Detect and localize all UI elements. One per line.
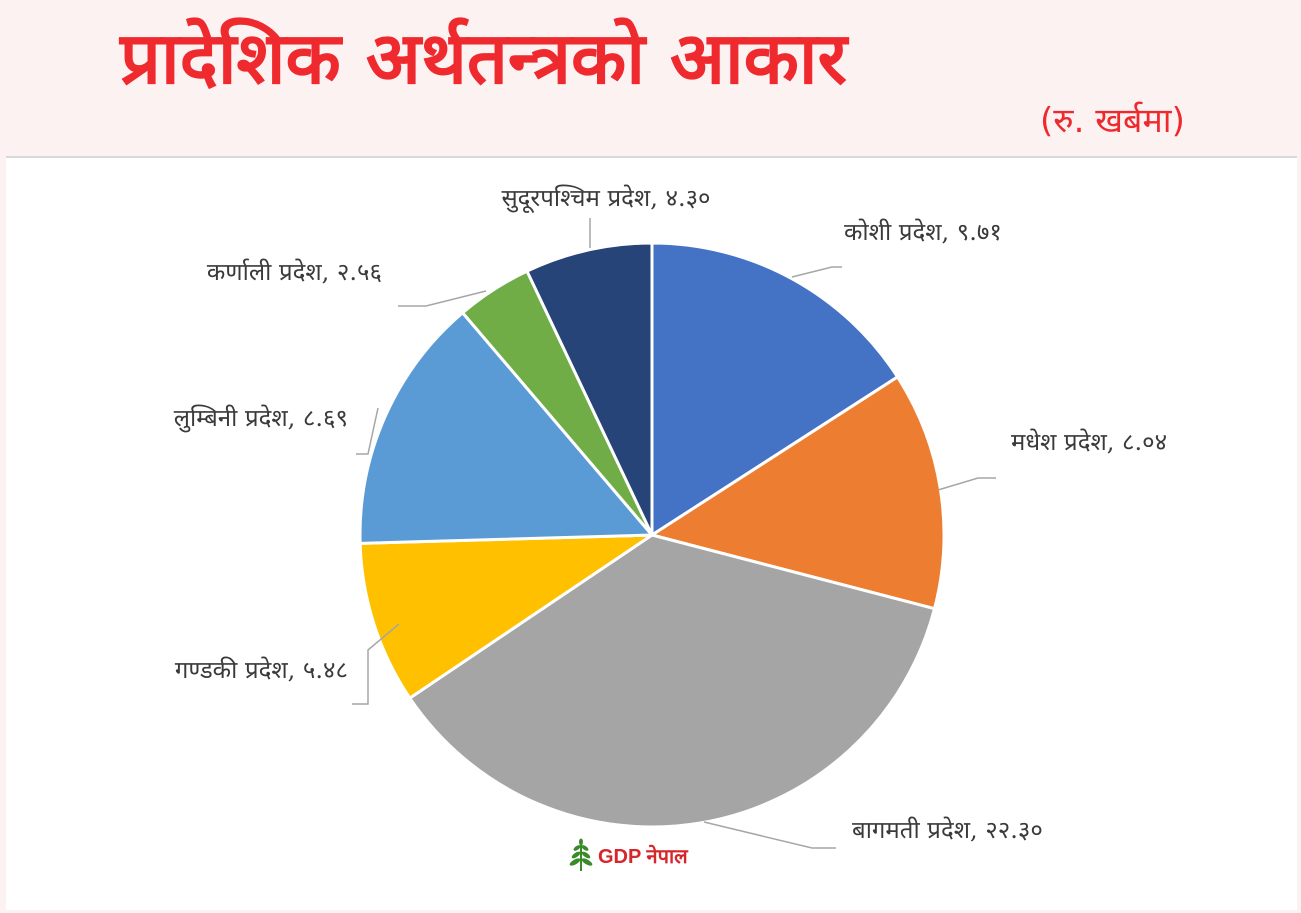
data-labels: कोशी प्रदेश, ९.७१ मधेश प्रदेश, ८.०४ बागमती… — [174, 184, 1167, 844]
logo-text: GDP नेपाल — [598, 845, 688, 868]
wheat-leaf-icon — [569, 838, 593, 871]
pie-chart: कोशी प्रदेश, ९.७१ मधेश प्रदेश, ८.०४ बागमती… — [174, 184, 1167, 849]
data-label: मधेश प्रदेश, ८.०४ — [1011, 428, 1167, 456]
data-label: कोशी प्रदेश, ९.७१ — [844, 218, 1002, 246]
leader-line — [703, 821, 836, 849]
pie-slice — [358, 533, 658, 701]
chart-title: प्रादेशिक अर्थतन्त्रको आकार — [120, 16, 848, 100]
data-label: गण्डकी प्रदेश, ५.४८ — [175, 656, 348, 684]
data-label: कर्णाली प्रदेश, २.५६ — [207, 258, 382, 286]
leader-line — [791, 266, 842, 278]
data-label: सुदूरपश्चिम प्रदेश, ४.३० — [501, 184, 710, 214]
leader-line — [352, 623, 400, 705]
gdp-nepal-logo: GDP नेपाल — [568, 838, 688, 872]
pie-slice — [358, 310, 656, 545]
data-label: बागमती प्रदेश, २२.३० — [852, 816, 1043, 844]
leader-lines — [352, 218, 996, 849]
pie-slice — [525, 241, 654, 536]
pie-slice — [650, 241, 900, 538]
pie-slice — [407, 533, 937, 829]
chart-subtitle: (रु. खर्बमा) — [1040, 101, 1185, 141]
pie-slices — [358, 241, 946, 829]
data-label: लुम्बिनी प्रदेश, ८.६९ — [174, 404, 348, 433]
leader-line — [398, 290, 487, 307]
chart-panel: कोशी प्रदेश, ९.७१ मधेश प्रदेश, ८.०४ बागमती… — [6, 156, 1297, 910]
leader-line — [356, 407, 379, 455]
leader-line — [937, 477, 996, 491]
